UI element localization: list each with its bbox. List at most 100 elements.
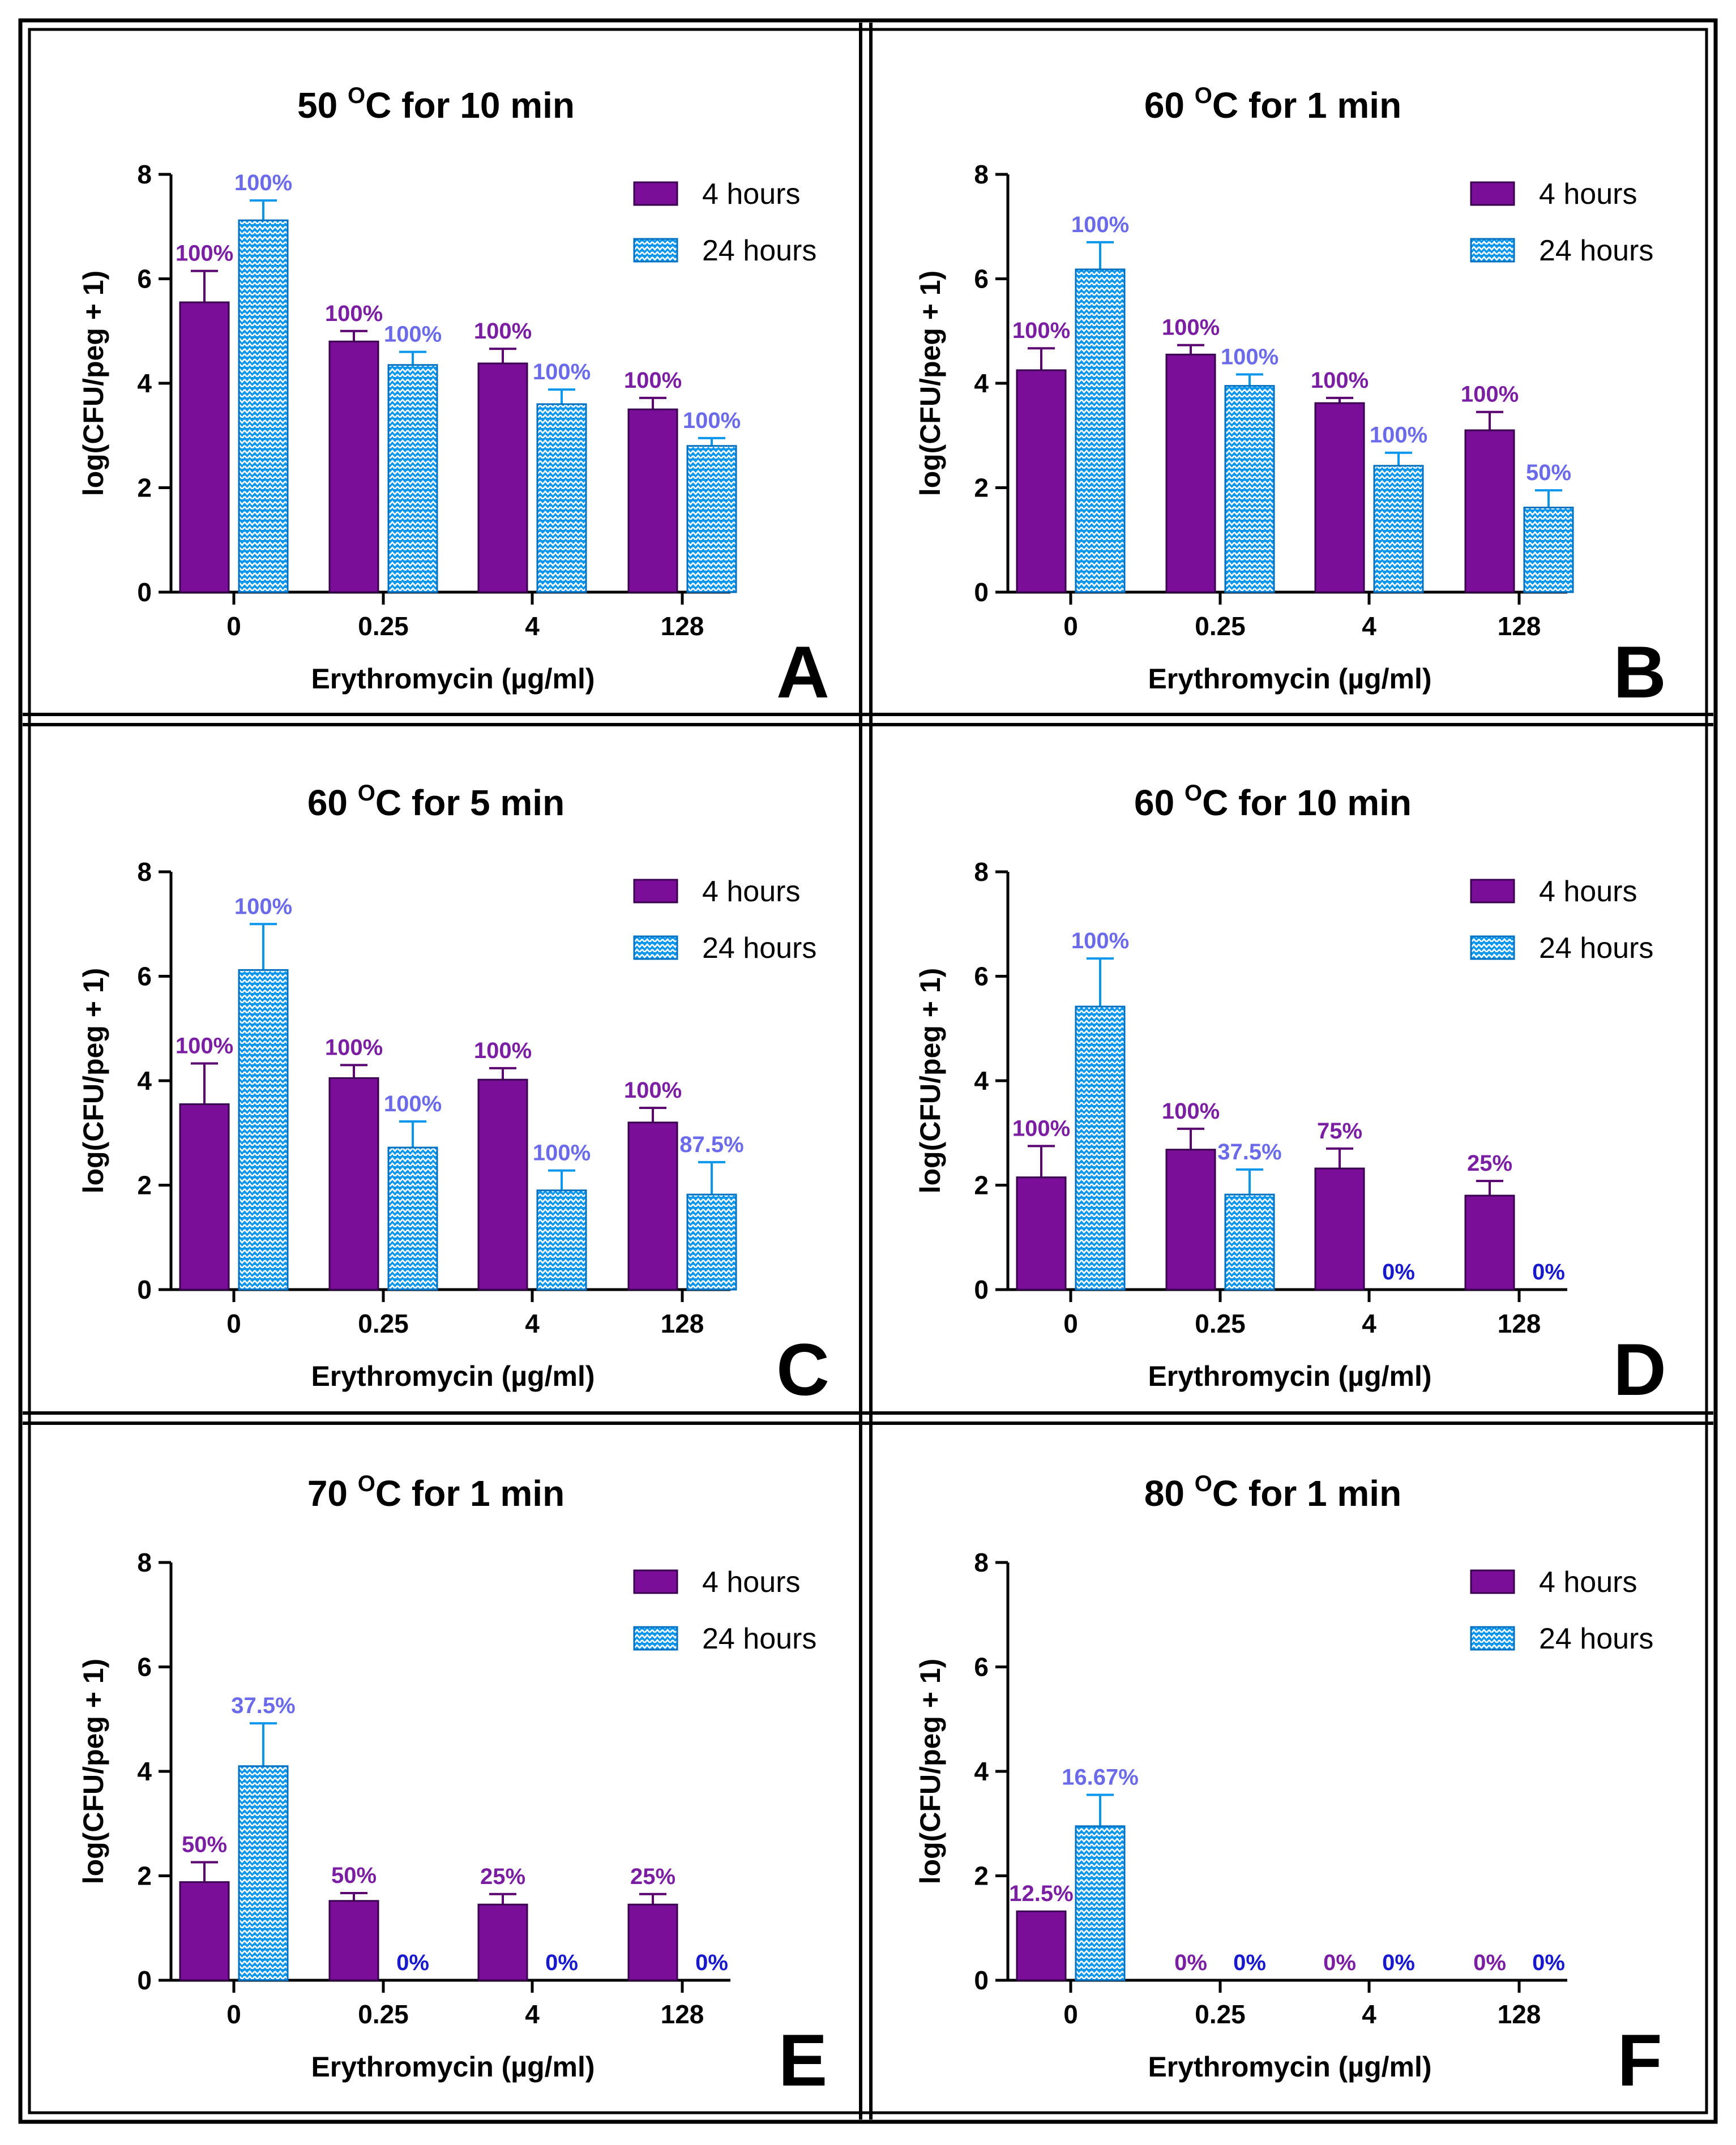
bar-4h — [1464, 429, 1515, 593]
y-tick-label: 2 — [974, 1171, 989, 1200]
chart-title: 50 OC for 10 min — [297, 83, 575, 126]
bar-4h — [477, 1078, 528, 1291]
title-degree: O — [358, 1471, 375, 1496]
x-tick-label: 4 — [525, 2000, 540, 2029]
pct-label-24h: 100% — [1370, 423, 1427, 448]
bar-4h — [1464, 1194, 1515, 1291]
pct-label-24h: 100% — [1071, 212, 1129, 237]
title-number: 60 — [307, 782, 358, 823]
legend-label-4h: 4 hours — [1539, 875, 1637, 908]
pct-label-4h: 100% — [176, 241, 233, 266]
y-axis-label: log(CFU/peg + 1) — [914, 1659, 946, 1885]
legend-label-4h: 4 hours — [1539, 178, 1637, 211]
title-degree: O — [348, 83, 365, 108]
y-tick-label: 6 — [137, 264, 152, 294]
y-tick-label: 0 — [974, 1275, 989, 1304]
x-tick-label: 4 — [1362, 611, 1376, 641]
y-axis-label: log(CFU/peg + 1) — [78, 1659, 109, 1885]
bar-4h — [477, 362, 528, 593]
y-tick-label: 0 — [974, 1966, 989, 1995]
pct-label-24h: 0% — [1233, 1950, 1266, 1975]
bar-24h — [686, 1193, 737, 1291]
pct-label-4h: 100% — [624, 368, 682, 393]
bar-4h — [179, 1881, 230, 1981]
pct-label-4h: 100% — [325, 1035, 383, 1060]
y-tick-label: 8 — [974, 160, 989, 189]
bar-24h — [1075, 268, 1126, 593]
panel-letter: B — [1613, 631, 1666, 713]
y-tick-label: 4 — [137, 1066, 152, 1095]
x-tick-label: 4 — [1362, 2000, 1376, 2029]
outer-frame — [18, 18, 1718, 2124]
x-axis-label: Erythromycin (µg/ml) — [1148, 2051, 1431, 2083]
pct-label-4h: 100% — [1162, 315, 1220, 340]
x-axis-label: Erythromycin (µg/ml) — [1148, 663, 1431, 695]
bar-24h — [1373, 465, 1424, 593]
pct-label-24h: 37.5% — [1217, 1140, 1281, 1164]
legend-label-4h: 4 hours — [702, 875, 800, 908]
y-tick-label: 8 — [974, 857, 989, 887]
legend-label-24h: 24 hours — [702, 234, 816, 267]
legend-label-24h: 24 hours — [702, 932, 816, 965]
pct-label-4h: 12.5% — [1009, 1881, 1073, 1906]
x-tick-label: 0 — [1063, 2000, 1078, 2029]
y-tick-label: 8 — [137, 1548, 152, 1577]
pct-label-24h: 0% — [1532, 1950, 1565, 1975]
bar-24h — [1075, 1005, 1126, 1291]
x-tick-label: 128 — [1498, 611, 1541, 641]
bar-24h — [387, 1146, 438, 1291]
legend-swatch-24h — [1470, 1626, 1515, 1651]
y-tick-label: 6 — [974, 1652, 989, 1682]
pct-label-24h: 100% — [234, 170, 292, 195]
y-tick-label: 4 — [137, 369, 152, 398]
y-tick-label: 8 — [137, 160, 152, 189]
panel-letter: C — [776, 1328, 829, 1411]
y-tick-label: 6 — [137, 1652, 152, 1682]
pct-label-4h: 25% — [630, 1864, 675, 1889]
title-rest: C for 10 min — [365, 85, 575, 126]
legend-label-4h: 4 hours — [702, 1566, 800, 1599]
x-tick-label: 0.25 — [358, 1309, 409, 1338]
x-tick-label: 0.25 — [1195, 2000, 1246, 2029]
bar-4h — [179, 1103, 230, 1291]
bar-24h — [1075, 1825, 1126, 1981]
legend-swatch-4h — [1470, 181, 1515, 206]
panel-D: 60 OC for 10 min 0 2 4 6 8 log(CFU/peg + 1) Ery… — [914, 781, 1666, 1411]
y-tick-label: 6 — [974, 264, 989, 294]
title-degree: O — [358, 781, 375, 806]
panel-letter: F — [1617, 2019, 1662, 2101]
pct-label-4h: 50% — [182, 1833, 227, 1857]
x-tick-label: 0 — [226, 1309, 241, 1338]
title-number: 80 — [1144, 1473, 1195, 1514]
y-axis-label: log(CFU/peg + 1) — [78, 271, 109, 496]
title-number: 60 — [1144, 85, 1195, 126]
title-rest: C for 1 min — [1212, 1473, 1401, 1514]
y-tick-label: 4 — [137, 1757, 152, 1786]
bar-4h — [1016, 1910, 1067, 1981]
pct-label-24h: 100% — [384, 322, 442, 347]
bar-24h — [536, 1189, 587, 1291]
bar-24h — [387, 364, 438, 593]
x-tick-label: 0 — [1063, 611, 1078, 641]
pct-label-4h: 100% — [1311, 368, 1369, 393]
bar-4h — [179, 301, 230, 593]
legend-swatch-4h — [1470, 879, 1515, 904]
y-tick-label: 0 — [974, 577, 989, 607]
pct-label-24h: 100% — [1071, 928, 1129, 953]
bar-4h — [1165, 1149, 1216, 1291]
title-number: 50 — [297, 85, 348, 126]
pct-label-4h: 100% — [474, 1038, 532, 1063]
title-rest: C for 5 min — [375, 782, 565, 823]
x-tick-label: 128 — [661, 2000, 704, 2029]
x-tick-label: 4 — [525, 1309, 540, 1338]
pct-label-24h: 0% — [1382, 1950, 1415, 1975]
x-tick-label: 0 — [226, 611, 241, 641]
x-axis-label: Erythromycin (µg/ml) — [311, 1360, 595, 1392]
pct-label-24h: 100% — [533, 359, 591, 384]
legend-swatch-4h — [633, 1569, 678, 1594]
pct-label-24h: 0% — [396, 1950, 429, 1975]
legend-swatch-4h — [633, 879, 678, 904]
panel-A: 50 OC for 10 min 0 2 4 6 8 log(CFU/peg + 1) Ery… — [78, 83, 829, 713]
